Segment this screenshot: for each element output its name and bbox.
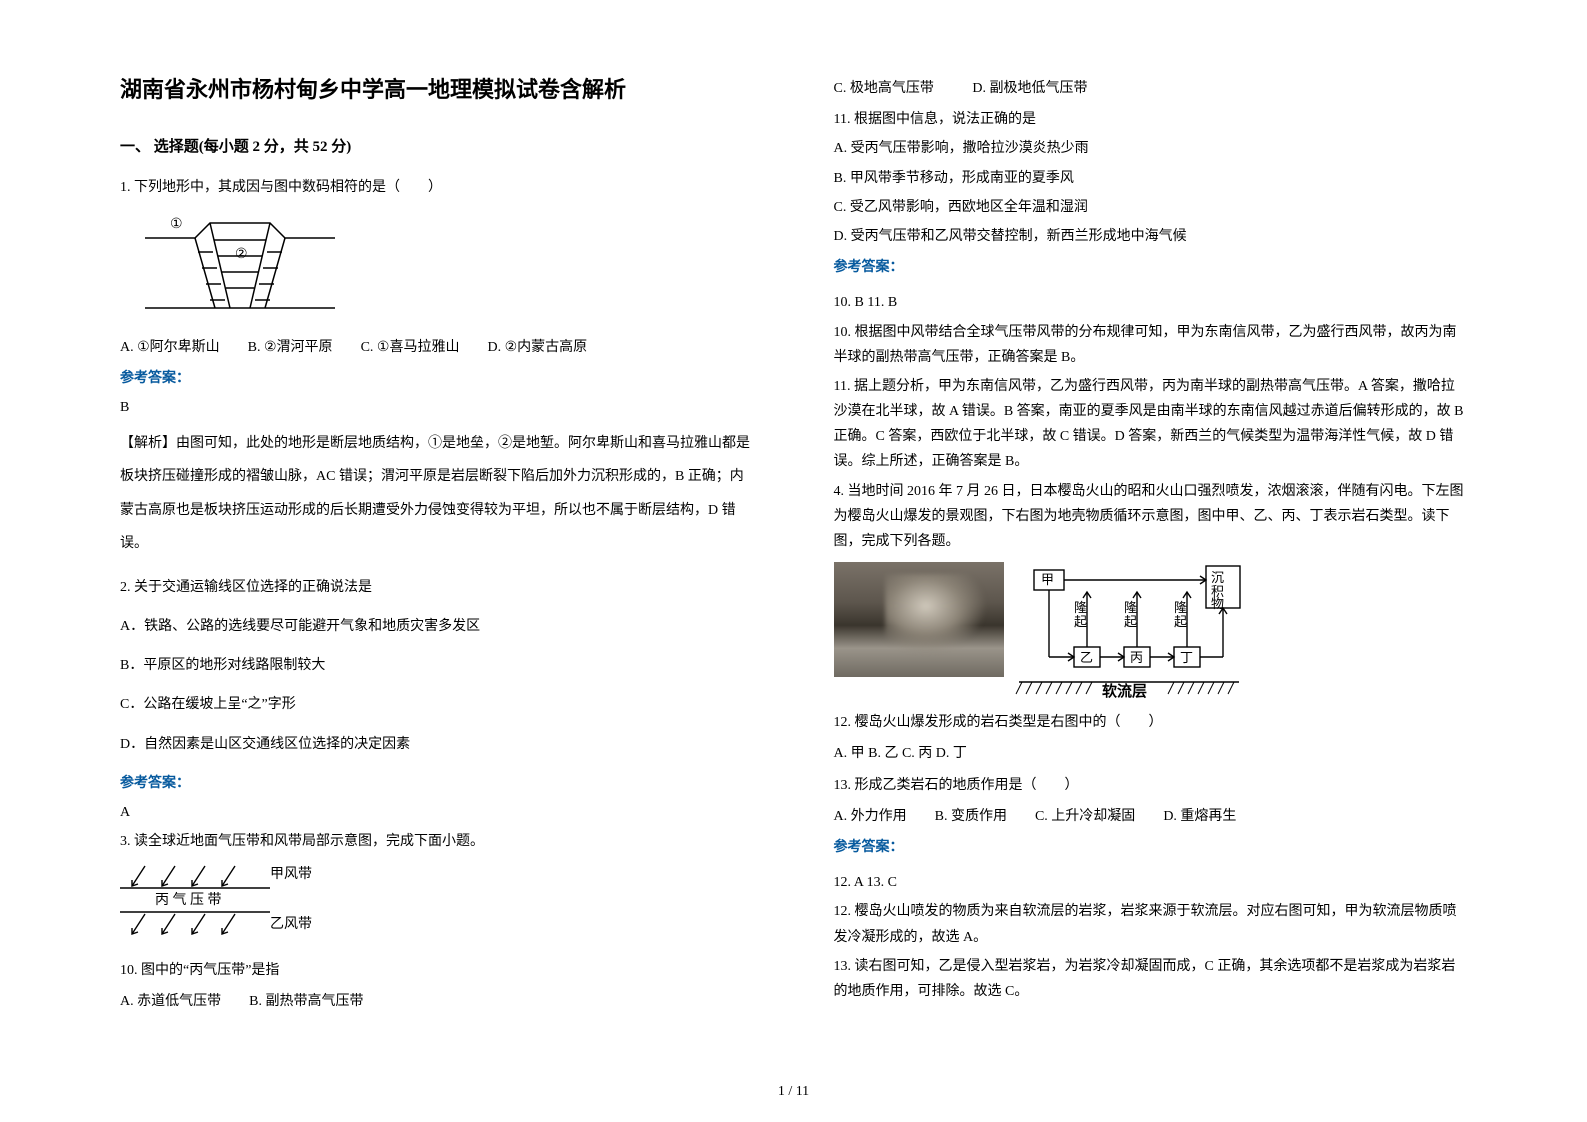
wind-label-bing: 丙 气 压 带 — [155, 892, 222, 908]
q3-sub11-opt-c: C. 受乙风带影响，西欧地区全年温和湿润 — [834, 195, 1468, 220]
q2-opt-c: C．公路在缓坡上呈“之”字形 — [120, 692, 754, 717]
q3-stem: 3. 读全球近地面气压带和风带局部示意图，完成下面小题。 — [120, 829, 754, 854]
rc-chenji-3: 物 — [1211, 596, 1224, 611]
q3-sub11-opt-b: B. 甲风带季节移动，形成南亚的夏季风 — [834, 166, 1468, 191]
q3-sub11-opt-a: A. 受丙气压带影响，撒哈拉沙漠炎热少雨 — [834, 136, 1468, 161]
q4-sub13-options: A. 外力作用 B. 变质作用 C. 上升冷却凝固 D. 重熔再生 — [834, 804, 1468, 829]
wind-label-jia: 甲风带 — [270, 866, 312, 882]
q4-exp-p1: 12. 樱岛火山喷发的物质为来自软流层的岩浆，岩浆来源于软流层。对应右图可知，甲… — [834, 899, 1468, 949]
q4-sub13-opt-d: D. 重熔再生 — [1163, 809, 1236, 824]
q3-sub10-opt-b: B. 副热带高气压带 — [249, 994, 363, 1009]
q1-opt-d: D. ②内蒙古高原 — [487, 340, 587, 355]
wind-belt-svg: 甲风带 丙 气 压 带 乙风带 — [120, 862, 330, 940]
q1-options: A. ①阿尔卑斯山 B. ②渭河平原 C. ①喜马拉雅山 D. ②内蒙古高原 — [120, 335, 754, 360]
q3-sub11-stem: 11. 根据图中信息，说法正确的是 — [834, 107, 1468, 132]
q4-sub12-stem: 12. 樱岛火山爆发形成的岩石类型是右图中的（ ） — [834, 710, 1468, 735]
q4-answers: 12. A 13. C — [834, 870, 1468, 895]
rc-ruanliu: 软流层 — [1102, 682, 1147, 700]
q1-analysis: 【解析】由图可知，此处的地形是断层地质结构，①是地垒，②是地堑。阿尔卑斯山和喜马… — [120, 427, 754, 561]
page: 湖南省永州市杨村甸乡中学高一地理模拟试卷含解析 一、 选择题(每小题 2 分，共… — [0, 0, 1587, 1122]
q4-answer-label: 参考答案： — [834, 835, 1468, 860]
q1-opt-c: C. ①喜马拉雅山 — [361, 340, 460, 355]
rc-ding: 丁 — [1180, 650, 1193, 665]
fig-label-1: ① — [170, 217, 183, 232]
left-column: 湖南省永州市杨村甸乡中学高一地理模拟试卷含解析 一、 选择题(每小题 2 分，共… — [100, 70, 794, 1102]
q2-opt-a: A．铁路、公路的选线要尽可能避开气象和地质灾害多发区 — [120, 614, 754, 639]
rc-long3b: 起 — [1174, 614, 1187, 629]
q4-exp-p2: 13. 读右图可知，乙是侵入型岩浆岩，为岩浆冷却凝固而成，C 正确，其余选项都不… — [834, 954, 1468, 1004]
q1-analysis-p4: 误。 — [120, 527, 754, 561]
rc-chenji-1: 沉 — [1211, 570, 1224, 585]
q3-answer-label: 参考答案： — [834, 255, 1468, 280]
exam-title: 湖南省永州市杨村甸乡中学高一地理模拟试卷含解析 — [120, 70, 754, 110]
q3-sub10-stem: 10. 图中的“丙气压带”是指 — [120, 958, 754, 983]
q3-sub10-options-row2: C. 极地高气压带 D. 副极地低气压带 — [834, 76, 1468, 101]
q2-block: 2. 关于交通运输线区位选择的正确说法是 A．铁路、公路的选线要尽可能避开气象和… — [120, 575, 754, 757]
rc-long1b: 起 — [1074, 614, 1087, 629]
rc-long2b: 起 — [1124, 614, 1137, 629]
q4-figures: 甲 沉 积 物 隆 起 隆 起 隆 起 乙 丙 丁 软流层 — [834, 562, 1468, 702]
q1-opt-b: B. ②渭河平原 — [248, 340, 333, 355]
q1-analysis-p2: 板块挤压碰撞形成的褶皱山脉，AC 错误；渭河平原是岩层断裂下陷后加外力沉积形成的… — [120, 460, 754, 494]
page-number: 1 / 11 — [0, 1084, 1587, 1100]
q3-exp-p1: 10. 根据图中风带结合全球气压带风带的分布规律可知，甲为东南信风带，乙为盛行西… — [834, 320, 1468, 370]
q4-sub13-opt-b: B. 变质作用 — [935, 809, 1007, 824]
q3-sub11-opt-d: D. 受丙气压带和乙风带交替控制，新西兰形成地中海气候 — [834, 224, 1468, 249]
q4-sub13-opt-a: A. 外力作用 — [834, 809, 907, 824]
q4-sub13-opt-c: C. 上升冷却凝固 — [1035, 809, 1135, 824]
q1-opt-a: A. ①阿尔卑斯山 — [120, 340, 220, 355]
q1-figure: ① ② — [140, 208, 754, 327]
section-1-heading: 一、 选择题(每小题 2 分，共 52 分) — [120, 134, 754, 161]
q3-sub10-opt-d: D. 副极地低气压带 — [972, 81, 1087, 96]
q3-answers: 10. B 11. B — [834, 290, 1468, 315]
wind-label-yi: 乙风带 — [270, 916, 312, 932]
fig-label-2: ② — [235, 247, 248, 262]
q1-stem: 1. 下列地形中，其成因与图中数码相符的是（ ） — [120, 175, 754, 200]
q3-exp-p2: 11. 据上题分析，甲为东南信风带，乙为盛行西风带，丙为南半球的副热带高气压带。… — [834, 374, 1468, 475]
wind-belt-figure: 甲风带 丙 气 压 带 乙风带 — [120, 862, 754, 949]
q1-analysis-p3: 蒙古高原也是板块挤压运动形成的后长期遭受外力侵蚀变得较为平坦，所以也不属于断层结… — [120, 494, 754, 528]
q1-analysis-p1: 【解析】由图可知，此处的地形是断层地质结构，①是地垒，②是地堑。阿尔卑斯山和喜马… — [120, 427, 754, 461]
rc-long1a: 隆 — [1074, 600, 1087, 615]
q4-stem: 4. 当地时间 2016 年 7 月 26 日，日本樱岛火山的昭和火山口强烈喷发… — [834, 479, 1468, 555]
q2-opt-b: B．平原区的地形对线路限制较大 — [120, 653, 754, 678]
volcano-photo — [834, 562, 1004, 677]
q2-opt-d: D．自然因素是山区交通线区位选择的决定因素 — [120, 732, 754, 757]
q4-sub13-stem: 13. 形成乙类岩石的地质作用是（ ） — [834, 773, 1468, 798]
right-column: C. 极地高气压带 D. 副极地低气压带 11. 根据图中信息，说法正确的是 A… — [794, 70, 1488, 1102]
rc-long3a: 隆 — [1174, 600, 1187, 615]
q4-sub12-options: A. 甲 B. 乙 C. 丙 D. 丁 — [834, 741, 1468, 766]
q3-sub10-opt-c: C. 极地高气压带 — [834, 81, 934, 96]
q2-answer-label: 参考答案： — [120, 771, 754, 796]
rc-bing: 丙 — [1130, 650, 1143, 665]
q2-answer: A — [120, 800, 754, 825]
fault-diagram-svg: ① ② — [140, 208, 340, 318]
rc-jia: 甲 — [1041, 572, 1054, 587]
rc-long2a: 隆 — [1124, 600, 1137, 615]
q3-sub10-options-row1: A. 赤道低气压带 B. 副热带高气压带 — [120, 989, 754, 1014]
q3-sub10-opt-a: A. 赤道低气压带 — [120, 994, 221, 1009]
rock-cycle-svg: 甲 沉 积 物 隆 起 隆 起 隆 起 乙 丙 丁 软流层 — [1014, 562, 1244, 702]
q1-answer-label: 参考答案： — [120, 366, 754, 391]
q1-answer: B — [120, 395, 754, 420]
q2-stem: 2. 关于交通运输线区位选择的正确说法是 — [120, 575, 754, 600]
rc-yi: 乙 — [1080, 650, 1093, 665]
